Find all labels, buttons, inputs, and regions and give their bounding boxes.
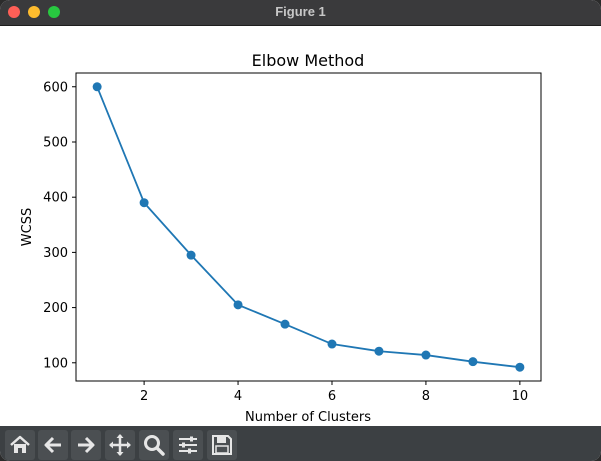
y-tick-label: 300 [43, 246, 68, 261]
forward-icon [78, 436, 95, 454]
x-tick-label: 2 [140, 389, 148, 404]
maximize-window-button[interactable] [48, 6, 60, 18]
x-tick-label: 10 [512, 389, 529, 404]
x-tick-label: 6 [328, 389, 336, 404]
back-button[interactable] [38, 430, 68, 460]
forward-button[interactable] [71, 430, 101, 460]
y-tick-label: 400 [43, 191, 68, 206]
home-icon [10, 435, 30, 453]
data-point-marker [139, 198, 149, 208]
save-icon [212, 435, 232, 455]
y-tick-label: 200 [43, 301, 68, 316]
data-point-marker [327, 339, 337, 349]
save-button[interactable] [207, 430, 237, 460]
chart-title: Elbow Method [252, 51, 365, 70]
figure-canvas[interactable]: Elbow Method 2 4 6 8 10 100 200 300 400 500 600 N… [0, 26, 601, 426]
minimize-window-button[interactable] [28, 6, 40, 18]
x-axis-ticks: 2 4 6 8 10 [140, 381, 528, 404]
data-point-marker [374, 346, 384, 356]
y-tick-label: 600 [43, 80, 68, 95]
x-tick-label: 4 [234, 389, 242, 404]
data-point-marker [421, 350, 431, 360]
data-point-marker [92, 82, 102, 92]
pan-button[interactable] [105, 430, 135, 460]
data-point-marker [515, 362, 525, 372]
x-axis-label: Number of Clusters [245, 410, 371, 425]
data-point-marker [468, 357, 478, 367]
data-point-marker [233, 300, 243, 310]
configure-subplots-icon [179, 436, 197, 454]
y-tick-label: 500 [43, 135, 68, 150]
series-line [92, 82, 525, 372]
y-axis-label: WCSS [20, 208, 35, 246]
window-title: Figure 1 [275, 4, 326, 19]
zoom-button[interactable] [139, 430, 169, 460]
wcss-line [96, 86, 520, 369]
plot-area-frame [75, 72, 542, 382]
close-window-button[interactable] [8, 6, 20, 18]
zoom-icon [144, 435, 165, 456]
matplotlib-toolbar [0, 426, 601, 461]
back-icon [44, 436, 61, 454]
data-point-marker [280, 319, 290, 329]
configure-subplots-button[interactable] [173, 430, 203, 460]
y-tick-label: 100 [43, 356, 68, 371]
title-bar[interactable]: Figure 1 [0, 0, 601, 26]
pan-icon [109, 434, 131, 456]
data-point-marker [186, 250, 196, 260]
home-button[interactable] [5, 430, 35, 460]
x-tick-label: 8 [422, 389, 430, 404]
elbow-chart: Elbow Method 2 4 6 8 10 100 200 300 400 500 600 N… [20, 51, 542, 425]
y-axis-ticks: 100 200 300 400 500 600 [43, 80, 76, 371]
